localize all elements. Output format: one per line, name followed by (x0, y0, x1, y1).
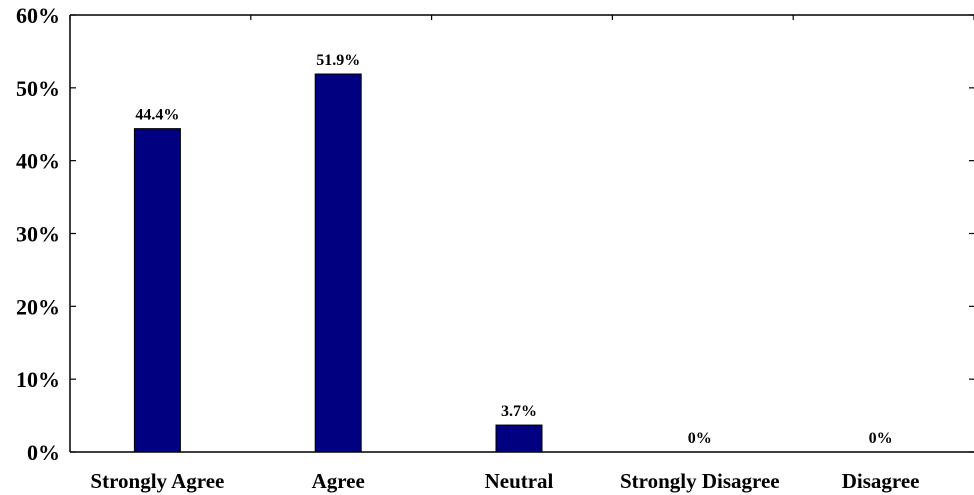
bar-value-label: 0% (869, 430, 893, 447)
y-tick-label: 0% (27, 440, 60, 465)
y-tick-label: 50% (16, 76, 60, 101)
bar-value-label: 3.7% (501, 403, 537, 420)
x-axis: Strongly Agree Agree Neutral Strongly Disag… (90, 469, 919, 493)
bar-value-label: 51.9% (316, 52, 360, 69)
y-tick-label: 20% (16, 294, 60, 319)
y-tick-label: 10% (16, 367, 60, 392)
category-label: Neutral (485, 469, 554, 493)
y-axis: 0% 10% 20% 30% 40% 50% 60% (16, 3, 974, 465)
bar (133, 128, 181, 453)
data-labels: 44.4% 51.9% 3.7% 0% 0% (135, 52, 892, 447)
bar (495, 424, 543, 453)
category-label: Agree (312, 469, 365, 493)
plot-frame (69, 14, 974, 453)
bar-value-label: 44.4% (135, 107, 179, 124)
category-label: Strongly Agree (90, 469, 224, 493)
bar (314, 73, 362, 453)
category-label: Disagree (842, 469, 920, 493)
y-tick-label: 60% (16, 3, 60, 28)
bar-value-label: 0% (688, 430, 712, 447)
y-tick-label: 40% (16, 149, 60, 174)
bars (133, 73, 543, 453)
category-label: Strongly Disagree (620, 469, 780, 493)
y-tick-label: 30% (16, 222, 60, 247)
